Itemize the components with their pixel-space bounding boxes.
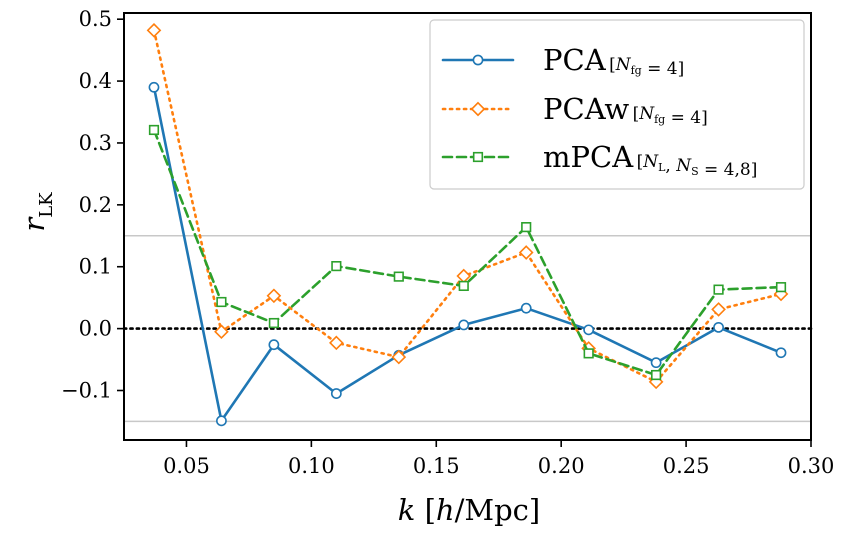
series-pca bbox=[148, 81, 787, 427]
legend-marker bbox=[472, 151, 484, 163]
data-point bbox=[521, 222, 532, 233]
legend-box bbox=[429, 19, 805, 190]
data-point bbox=[329, 335, 344, 351]
data-point bbox=[393, 271, 404, 282]
legend-entry-pca: PCA [Nfg = 4] bbox=[441, 43, 684, 79]
series-mpca bbox=[148, 124, 787, 381]
data-point bbox=[146, 22, 162, 38]
svg-text:rLK: rLK bbox=[17, 192, 57, 232]
data-point bbox=[330, 388, 342, 399]
x-tick-label: 0.10 bbox=[288, 454, 335, 478]
data-point bbox=[583, 324, 595, 336]
x-tick-label: 0.15 bbox=[413, 454, 460, 478]
data-point bbox=[216, 296, 227, 308]
data-point bbox=[268, 317, 279, 329]
y-axis-label: rLK bbox=[17, 192, 57, 232]
data-point bbox=[713, 284, 724, 295]
data-point bbox=[713, 321, 724, 333]
y-tick-label: −0.1 bbox=[61, 378, 112, 402]
data-point bbox=[518, 245, 534, 260]
data-point bbox=[268, 339, 280, 351]
y-tick-label: 0.0 bbox=[79, 317, 112, 341]
legend-entry-mpca: mPCA [NL, NS = 4,8] bbox=[441, 140, 757, 180]
y-tick-label: 0.2 bbox=[79, 193, 112, 217]
data-point bbox=[775, 282, 787, 293]
legend-entry-pcaw: PCAw [Nfg = 4] bbox=[441, 92, 708, 128]
legend-label: PCA [Nfg = 4] bbox=[543, 43, 684, 79]
series-pcaw bbox=[146, 22, 789, 390]
y-axis: −0.1 0.0 0.1 0.2 0.3 0.4 0.5 bbox=[61, 7, 124, 402]
y-tick-label: 0.5 bbox=[79, 7, 112, 31]
data-point bbox=[651, 369, 662, 381]
data-point bbox=[650, 357, 662, 369]
data-point bbox=[391, 349, 407, 365]
data-point bbox=[214, 324, 229, 340]
data-point bbox=[266, 288, 282, 304]
x-tick-label: 0.30 bbox=[788, 454, 835, 478]
x-tick-label: 0.25 bbox=[663, 454, 710, 478]
data-point bbox=[583, 348, 594, 359]
x-tick-label: 0.05 bbox=[163, 454, 210, 478]
data-point bbox=[520, 302, 532, 314]
legend-label: mPCA [NL, NS = 4,8] bbox=[543, 140, 757, 180]
data-point bbox=[148, 124, 160, 136]
legend-marker bbox=[472, 54, 484, 66]
reference-lines bbox=[122, 235, 813, 423]
series-layer bbox=[146, 22, 789, 427]
legend-label: PCAw [Nfg = 4] bbox=[543, 92, 708, 128]
x-tick-label: 0.20 bbox=[538, 454, 585, 478]
data-point bbox=[331, 261, 342, 272]
data-point bbox=[711, 302, 726, 317]
y-tick-label: 0.4 bbox=[79, 69, 112, 93]
data-point bbox=[148, 81, 160, 93]
y-tick-label: 0.1 bbox=[79, 255, 112, 279]
legend-marker bbox=[470, 101, 486, 117]
x-axis-label: k [h/Mpc] bbox=[398, 493, 540, 527]
data-point bbox=[216, 415, 227, 427]
data-point bbox=[458, 319, 470, 331]
data-point bbox=[775, 347, 787, 359]
plot-frame bbox=[123, 12, 812, 441]
svg-text:k [h/Mpc]: k [h/Mpc] bbox=[398, 493, 540, 527]
legend: PCA [Nfg = 4] PCAw [Nfg = 4] mPCA [NL, NS … bbox=[429, 19, 805, 190]
y-tick-label: 0.3 bbox=[79, 131, 112, 155]
data-point bbox=[458, 280, 469, 292]
x-axis: 0.05 0.10 0.15 0.20 0.25 0.30 bbox=[163, 440, 834, 478]
